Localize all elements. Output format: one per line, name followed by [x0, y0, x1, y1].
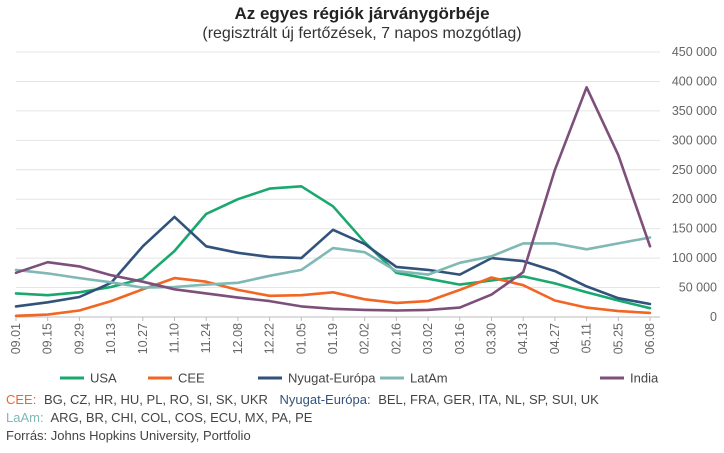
- x-tick-label: 03.16: [453, 323, 467, 354]
- x-tick-label: 04.13: [516, 323, 530, 354]
- y-tick-label: 150 000: [672, 222, 717, 236]
- series-line-latam: [14, 236, 652, 289]
- series-line-cee: [14, 276, 652, 318]
- y-tick-label: 300 000: [672, 133, 717, 147]
- y-tick-label: 450 000: [672, 45, 717, 59]
- x-tick-label: 05.11: [580, 323, 594, 353]
- x-tick-label: 04.27: [548, 323, 562, 354]
- legend-label-latam: LatAm: [410, 371, 448, 386]
- x-tick-label: 03.30: [485, 323, 499, 354]
- series-lines: [14, 86, 652, 318]
- x-tick-label: 01.19: [326, 323, 340, 354]
- x-tick-label: 11.24: [199, 323, 213, 353]
- x-tick-label: 05.25: [611, 323, 625, 354]
- legend-label-usa: USA: [90, 371, 117, 386]
- legend: USA CEE Nyugat-Európa LatAm India: [60, 371, 659, 386]
- y-tick-label: 400 000: [672, 74, 717, 88]
- region-notes-row1: CEE: BG, CZ, HR, HU, PL, RO, SI, SK, UKR…: [6, 392, 599, 407]
- x-tick-label: 12.22: [263, 323, 277, 354]
- latam-note-label: LaAm:: [6, 410, 44, 425]
- x-tick-label: 02.16: [389, 323, 403, 354]
- chart-subtitle: (regisztrált új fertőzések, 7 napos mozg…: [202, 25, 522, 42]
- x-tick-label: 06.08: [643, 323, 657, 354]
- x-tick-label: 10.13: [104, 323, 118, 354]
- x-tick-label: 03.02: [421, 323, 435, 354]
- y-tick-label: 250 000: [672, 163, 717, 177]
- source-note: Forrás: Johns Hopkins University, Portfo…: [6, 428, 251, 443]
- y-tick-label: 50 000: [679, 281, 717, 295]
- x-tick-label: 02.02: [358, 323, 372, 354]
- latam-note-text: ARG, BR, CHI, COL, COS, ECU, MX, PA, PE: [50, 410, 313, 425]
- nyugat-note-label: Nyugat-Európa:: [279, 392, 371, 407]
- grid-lines: [16, 51, 660, 318]
- x-tick-label: 01.05: [294, 323, 308, 354]
- y-tick-label: 100 000: [672, 251, 717, 265]
- cee-note-label: CEE:: [6, 392, 37, 407]
- x-tick-label: 12.08: [231, 323, 245, 354]
- series-line-india: [14, 86, 652, 312]
- region-notes-row2: LaAm: ARG, BR, CHI, COL, COS, ECU, MX, P…: [6, 410, 312, 425]
- x-tick-label: 09.15: [41, 323, 55, 354]
- chart-title: Az egyes régiók járványgörbéje: [234, 4, 490, 23]
- x-tick-label: 10.27: [136, 323, 150, 354]
- y-tick-label: 350 000: [672, 104, 717, 118]
- y-tick-label: 200 000: [672, 192, 717, 206]
- series-line-nyugat-eur-pa: [14, 215, 652, 308]
- x-tick-label: 09.01: [9, 323, 23, 354]
- y-tick-label: 0: [710, 310, 717, 324]
- x-tick-label: 09.29: [72, 323, 86, 354]
- legend-label-cee: CEE: [178, 371, 205, 386]
- legend-label-india: India: [630, 371, 659, 386]
- nyugat-note-text: BEL, FRA, GER, ITA, NL, SP, SUI, UK: [378, 392, 599, 407]
- cee-note-text: BG, CZ, HR, HU, PL, RO, SI, SK, UKR: [43, 392, 268, 407]
- legend-label-nyugat-eur-pa: Nyugat-Európa: [288, 371, 376, 386]
- x-tick-label: 11.10: [168, 323, 182, 353]
- axes: 0 50 000 100 000 150 000 200 000 250 000 300 0…: [9, 45, 717, 354]
